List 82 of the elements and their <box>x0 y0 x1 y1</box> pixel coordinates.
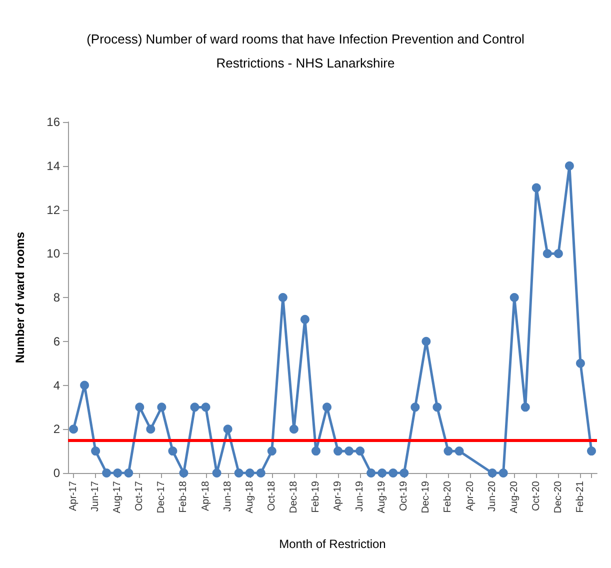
x-tick-label: Jun-18 <box>222 480 234 512</box>
point <box>91 446 100 456</box>
point <box>542 249 552 258</box>
point <box>356 446 365 456</box>
point <box>190 402 200 412</box>
y-axis-title: Number of ward rooms <box>13 232 27 364</box>
x-tick-label: Aug-18 <box>244 480 256 514</box>
y-tick-label: 4 <box>53 378 60 392</box>
point <box>80 380 90 390</box>
x-tick-label: Feb-18 <box>178 480 190 513</box>
x-tick-label: Aug-20 <box>508 480 520 514</box>
point <box>454 446 464 456</box>
point <box>245 468 254 478</box>
x-tick-label: Jun-19 <box>354 480 366 512</box>
point <box>267 446 276 456</box>
point <box>212 468 222 478</box>
point <box>378 468 387 478</box>
x-tick-label: Aug-19 <box>376 480 388 514</box>
point <box>488 468 497 478</box>
point <box>322 402 332 412</box>
point <box>135 402 144 412</box>
point <box>564 161 574 170</box>
x-tick-label: Aug-17 <box>112 480 124 514</box>
chart-title: (Process) Number of ward rooms that have Infection Prevention and Control Restrictions - NHS Lanarkshire <box>86 32 525 70</box>
y-tick-label: 16 <box>46 115 60 129</box>
x-axis-title: Month of Restriction <box>279 537 386 551</box>
point <box>444 446 453 456</box>
x-tick-label: Oct-17 <box>134 480 146 512</box>
y-tick-label: 8 <box>53 290 60 304</box>
x-tick-label: Oct-19 <box>398 480 410 512</box>
point <box>510 293 519 302</box>
point <box>520 402 530 412</box>
point <box>179 468 188 478</box>
point <box>256 468 266 478</box>
point <box>344 446 354 456</box>
point <box>554 249 563 258</box>
x-tick-label: Jun-20 <box>486 480 498 512</box>
point <box>432 402 442 412</box>
x-tick-label: Feb-19 <box>310 480 322 513</box>
point <box>300 314 310 324</box>
point <box>388 468 398 478</box>
y-tick-label: 10 <box>46 246 60 261</box>
x-tick-label: Apr-20 <box>464 480 476 512</box>
point <box>157 402 166 412</box>
x-tick-label: Dec-19 <box>420 480 432 514</box>
point <box>334 446 343 456</box>
point <box>576 358 585 368</box>
point <box>234 468 244 478</box>
point <box>400 468 409 478</box>
point <box>69 424 78 434</box>
point <box>168 446 178 456</box>
point <box>311 446 320 456</box>
x-tick-label: Oct-18 <box>266 480 278 512</box>
x-tick-label: Feb-21 <box>574 480 586 513</box>
point <box>278 293 288 302</box>
x-tick-label: Jun-17 <box>90 480 102 512</box>
x-tick-label: Dec-18 <box>288 480 300 514</box>
x-tick-label: Apr-17 <box>68 480 80 512</box>
y-tick-label: 14 <box>46 158 60 173</box>
y-tick-label: 0 <box>53 466 60 480</box>
point <box>102 468 112 478</box>
point <box>422 336 431 346</box>
y-tick-label: 2 <box>53 422 60 436</box>
point <box>201 402 210 412</box>
x-tick-label: Apr-18 <box>200 480 212 512</box>
point <box>113 468 122 478</box>
x-tick-label: Dec-17 <box>156 480 168 514</box>
x-tick-label: Dec-20 <box>552 480 564 514</box>
point <box>223 424 232 434</box>
point <box>289 424 298 434</box>
point <box>124 468 134 478</box>
x-tick-label: Feb-20 <box>442 480 454 513</box>
point <box>146 424 156 434</box>
point <box>410 402 420 412</box>
point <box>532 183 541 192</box>
point <box>587 446 596 456</box>
x-tick-label: Apr-19 <box>332 480 344 512</box>
y-tick-label: 12 <box>46 202 60 217</box>
x-tick-label: Oct-20 <box>530 480 542 512</box>
y-tick-label: 6 <box>53 334 60 348</box>
point <box>366 468 376 478</box>
point <box>498 468 508 478</box>
